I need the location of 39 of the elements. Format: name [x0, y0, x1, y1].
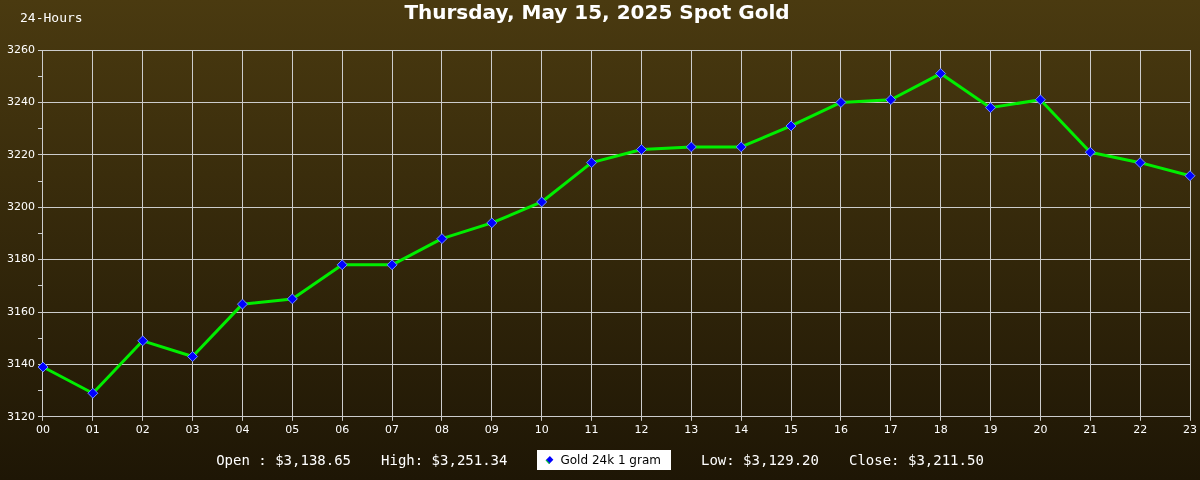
legend-label: Gold 24k 1 gram — [560, 453, 661, 467]
x-tick-label: 05 — [285, 423, 300, 437]
y-tick-label: 3160 — [6, 304, 35, 318]
x-tick-label: 18 — [933, 423, 948, 437]
x-tick-label: 00 — [35, 423, 50, 437]
y-tick-label: 3200 — [6, 200, 35, 214]
x-tick-label: 03 — [185, 423, 200, 437]
x-tick-label: 17 — [883, 423, 898, 437]
x-tick-label: 23 — [1183, 423, 1197, 437]
x-tick-label: 07 — [385, 423, 400, 437]
x-tick-label: 16 — [833, 423, 848, 437]
x-tick-label: 08 — [434, 423, 449, 437]
x-tick-label: 20 — [1033, 423, 1048, 437]
text: Low: $3,129.20 — [700, 452, 819, 468]
x-tick-label: 02 — [135, 423, 150, 437]
x-tick-label: 01 — [85, 423, 100, 437]
x-tick-label: 21 — [1083, 423, 1098, 437]
text: High: $3,251.34 — [381, 452, 508, 468]
text: Close: $3,211.50 — [848, 452, 984, 468]
x-tick-label: 12 — [634, 423, 649, 437]
x-tick-label: 22 — [1133, 423, 1148, 437]
x-tick-label: 15 — [784, 423, 799, 437]
y-tick-label: 3140 — [6, 357, 35, 371]
x-tick-label: 10 — [534, 423, 549, 437]
y-tick-label: 3220 — [6, 147, 35, 161]
x-tick-label: 13 — [684, 423, 699, 437]
x-tick-label: 06 — [335, 423, 350, 437]
y-tick-label: 3180 — [6, 252, 35, 266]
x-tick-label: 04 — [235, 423, 250, 437]
x-tick-label: 11 — [584, 423, 599, 437]
y-tick-label: 3240 — [6, 95, 35, 109]
y-tick-label: 3260 — [6, 42, 35, 56]
chart-title: Thursday, May 15, 2025 Spot Gold — [404, 0, 790, 25]
x-tick-label: 19 — [983, 423, 998, 437]
y-tick-label: 3120 — [6, 409, 35, 423]
text: 24-Hours — [20, 10, 83, 25]
x-tick-label: 09 — [484, 423, 499, 437]
x-tick-label: 14 — [734, 423, 749, 437]
text: Open : $3,138.65 — [216, 452, 352, 468]
